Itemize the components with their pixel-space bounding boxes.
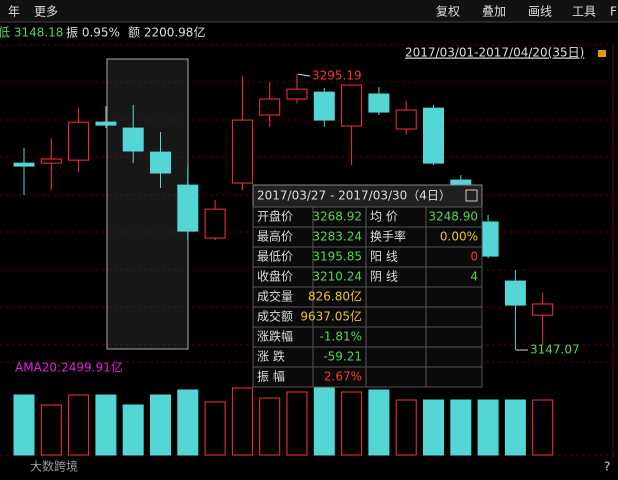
menu[interactable]: 更多 — [34, 5, 58, 19]
candle-body — [68, 121, 90, 161]
volume-bar — [286, 391, 308, 456]
popup-title: 2017/03/27 - 2017/03/30（4日） — [257, 189, 451, 203]
max-label: 3295.19 — [312, 69, 362, 83]
candle-body — [95, 121, 117, 126]
info-amp: 振 0.95% — [66, 26, 120, 40]
candle-body — [13, 162, 35, 167]
cell-label: 成交额 — [257, 309, 293, 324]
cell-label: 最高价 — [257, 229, 293, 244]
candle-body — [177, 184, 199, 232]
candle-body — [341, 84, 363, 127]
cell-value: 3248.90 — [428, 210, 478, 224]
menu[interactable]: 叠加 — [482, 5, 506, 19]
cell-label: 最低价 — [257, 250, 293, 264]
volume-bar — [204, 401, 226, 456]
cell-label: 收盘价 — [257, 269, 293, 284]
cell-label: 均 价 — [370, 210, 398, 224]
cell-value: 3283.24 — [312, 230, 362, 244]
volume-bar — [313, 384, 335, 456]
toolbar — [0, 0, 618, 22]
cell-value: -1.81% — [320, 330, 362, 344]
candle-body — [204, 208, 226, 239]
cell-value: 3268.92 — [312, 210, 362, 224]
volume-bar — [150, 394, 171, 456]
cell-value: 3195.85 — [312, 250, 362, 264]
menu[interactable]: 画线 — [528, 5, 552, 19]
volume-bar — [450, 399, 472, 456]
candle-body — [423, 107, 444, 164]
cell-value: 4 — [470, 270, 478, 284]
volume-bar — [13, 394, 35, 456]
cell-label: 阴 线 — [370, 270, 398, 284]
volume-bar — [532, 399, 554, 456]
help[interactable]: ? — [604, 460, 610, 474]
candle-body — [150, 151, 171, 174]
info-amount: 额 2200.98亿 — [128, 25, 205, 40]
volume-bar — [423, 399, 444, 456]
candle-body — [313, 91, 335, 121]
logo: 大数跨境 — [30, 459, 78, 474]
volume-bar — [477, 399, 499, 456]
volume-bar — [504, 399, 526, 456]
candle-body — [40, 158, 62, 164]
menu[interactable]: F — [610, 5, 617, 19]
candle-body — [231, 119, 253, 184]
cell-value: 0.00% — [440, 230, 478, 244]
cell-label: 成交量 — [257, 289, 293, 304]
cell-label: 振 幅 — [257, 369, 285, 384]
volume-bar — [68, 394, 90, 456]
volume-bar — [341, 391, 363, 456]
cell-value: 826.80亿 — [308, 289, 362, 304]
ama-label: AMA20:2499.91亿 — [15, 360, 123, 375]
candle-body — [532, 303, 554, 316]
popup — [252, 184, 483, 388]
cell-label: 换手率 — [370, 229, 406, 244]
candle-body — [504, 280, 526, 306]
cell-value: 9637.05亿 — [300, 309, 362, 324]
menu[interactable]: 复权 — [436, 5, 460, 19]
max-arrow — [297, 73, 311, 77]
cell-value: -59.21 — [323, 350, 362, 364]
volume-bar — [368, 389, 390, 456]
volume-bar — [177, 389, 199, 456]
cell-value: 3210.24 — [312, 270, 362, 284]
cell-label: 开盘价 — [257, 209, 293, 224]
candle-body — [395, 109, 417, 130]
info-low: 低 3148.18 — [0, 26, 63, 40]
volume-bar — [122, 404, 144, 456]
menu[interactable]: 工具 — [572, 5, 596, 19]
candle-body — [122, 127, 144, 152]
menu[interactable]: 年 — [8, 5, 20, 19]
date-range[interactable]: 2017/03/01-2017/04/20(35日) — [405, 46, 584, 60]
lock-icon — [598, 50, 606, 57]
volume-bar — [231, 387, 253, 456]
selection — [106, 58, 189, 350]
cell-value: 0 — [470, 250, 478, 264]
candle-body — [259, 98, 281, 116]
cell-value: 2.67% — [324, 370, 362, 384]
cell-label: 阳 线 — [370, 250, 398, 264]
volume-bar — [40, 404, 62, 456]
close-button[interactable] — [465, 189, 478, 202]
candle-body — [368, 93, 390, 113]
volume-bar — [259, 397, 281, 456]
cell-label: 涨 跌 — [257, 349, 285, 364]
volume-bar — [95, 394, 117, 456]
min-label: 3147.07 — [530, 343, 580, 357]
cell — [425, 366, 483, 388]
candle-body — [286, 88, 308, 100]
volume-bar — [395, 399, 417, 456]
cell-label: 涨跌幅 — [257, 329, 293, 344]
